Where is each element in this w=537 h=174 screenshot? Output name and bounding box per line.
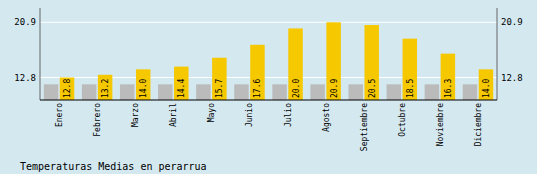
bar bbox=[120, 84, 134, 100]
x-tick-label: Abril bbox=[169, 103, 178, 127]
data-label: 15.7 bbox=[215, 79, 224, 98]
data-label: 14.0 bbox=[482, 79, 491, 98]
x-tick-label: Febrero bbox=[93, 103, 102, 137]
y-axis-line bbox=[40, 8, 41, 100]
x-tick-label: Marzo bbox=[131, 103, 140, 127]
bar bbox=[82, 84, 96, 100]
x-tick-label: Septiembre bbox=[360, 103, 369, 151]
x-axis-line bbox=[40, 99, 497, 100]
bar bbox=[441, 54, 455, 100]
y-tick-label: 20.9 bbox=[14, 17, 36, 27]
x-tick-label: Junio bbox=[245, 103, 254, 127]
bar bbox=[348, 84, 362, 100]
chart: 12.8 13.2 14.0 14.4 15.7 17.6 20.0 20.9 20.5 18.5… bbox=[0, 0, 537, 174]
bar bbox=[158, 84, 172, 100]
data-label: 16.3 bbox=[444, 79, 453, 98]
data-label: 14.0 bbox=[139, 79, 148, 98]
bar bbox=[60, 78, 74, 100]
data-label: 20.5 bbox=[368, 79, 377, 98]
y-tick-label: 12.8 bbox=[14, 73, 36, 83]
bar bbox=[44, 84, 58, 100]
bar bbox=[196, 84, 210, 100]
x-tick-label: Enero bbox=[55, 103, 64, 127]
data-label: 14.4 bbox=[177, 79, 186, 98]
data-label: 12.8 bbox=[63, 79, 72, 98]
bar bbox=[387, 84, 401, 100]
bar bbox=[174, 67, 188, 100]
x-tick-label: Agosto bbox=[322, 103, 331, 132]
x-tick-label: Julio bbox=[284, 103, 293, 127]
x-tick-label: Mayo bbox=[207, 103, 216, 122]
bar bbox=[98, 75, 112, 100]
title: Temperaturas Medias en perarrua bbox=[20, 161, 207, 172]
x-tick-label: Diciembre bbox=[474, 103, 483, 147]
data-label: 20.9 bbox=[330, 79, 339, 98]
bar bbox=[212, 58, 226, 100]
bar bbox=[463, 84, 477, 100]
bar bbox=[272, 84, 286, 100]
x-tick-label: Octubre bbox=[398, 103, 407, 137]
bar bbox=[364, 25, 378, 100]
bar bbox=[479, 69, 493, 100]
bar bbox=[250, 45, 264, 100]
bars bbox=[44, 22, 493, 100]
y2-tick-label: 12.8 bbox=[501, 73, 523, 83]
bar bbox=[234, 84, 248, 100]
bar bbox=[326, 22, 340, 100]
data-label: 18.5 bbox=[406, 79, 415, 98]
data-label: 13.2 bbox=[101, 79, 110, 98]
y2-tick-label: 20.9 bbox=[501, 17, 523, 27]
data-label: 20.0 bbox=[292, 79, 301, 98]
bar bbox=[403, 39, 417, 100]
bar bbox=[425, 84, 439, 100]
y2-axis-line bbox=[497, 8, 498, 100]
x-tick-label: Noviembre bbox=[436, 103, 445, 147]
bar bbox=[310, 84, 324, 100]
grid-line bbox=[40, 22, 497, 23]
bar bbox=[288, 28, 302, 100]
background bbox=[0, 0, 537, 174]
data-label: 17.6 bbox=[253, 79, 262, 98]
bar bbox=[136, 69, 150, 100]
